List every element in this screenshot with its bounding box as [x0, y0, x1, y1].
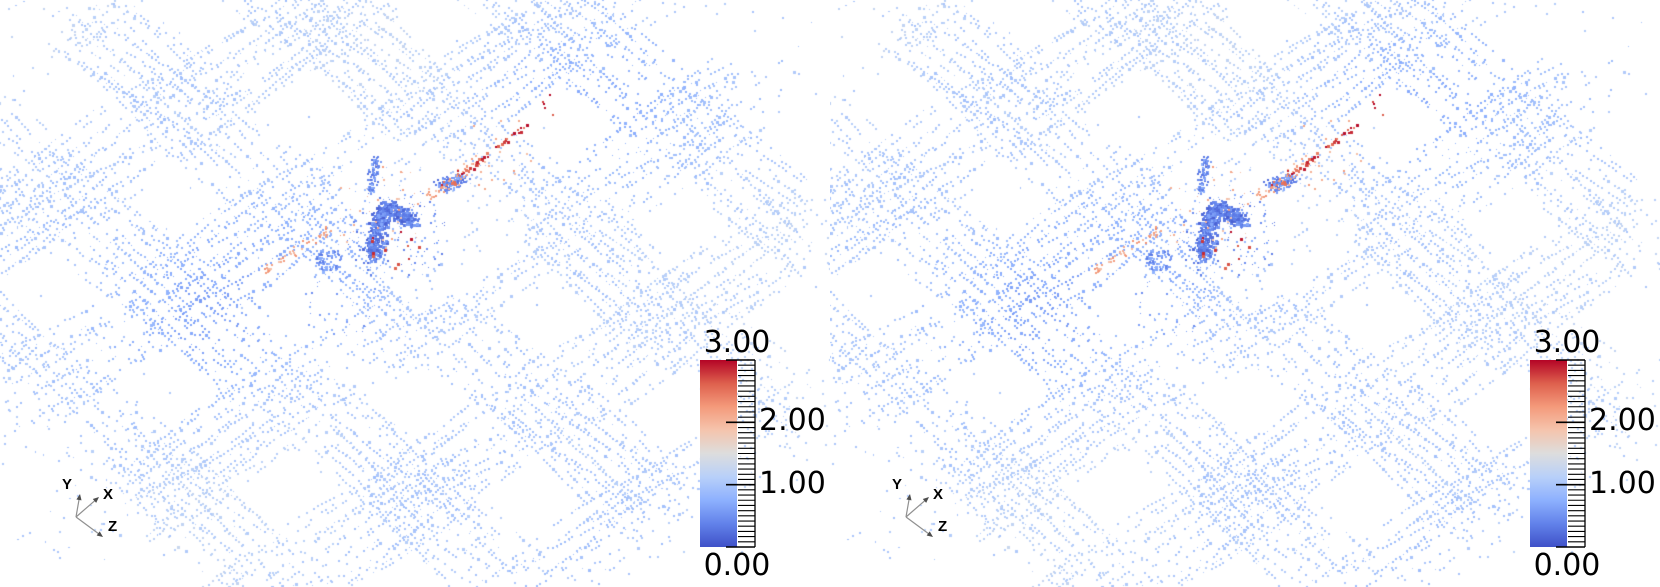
point-cloud-canvas-right[interactable]: [830, 0, 1660, 587]
render-view-left[interactable]: Y X Z 3.00 2.00 1.00 0.00: [0, 0, 830, 587]
render-view-right[interactable]: Y X Z 3.00 2.00 1.00 0.00: [830, 0, 1660, 587]
point-cloud-canvas-left[interactable]: [0, 0, 830, 587]
